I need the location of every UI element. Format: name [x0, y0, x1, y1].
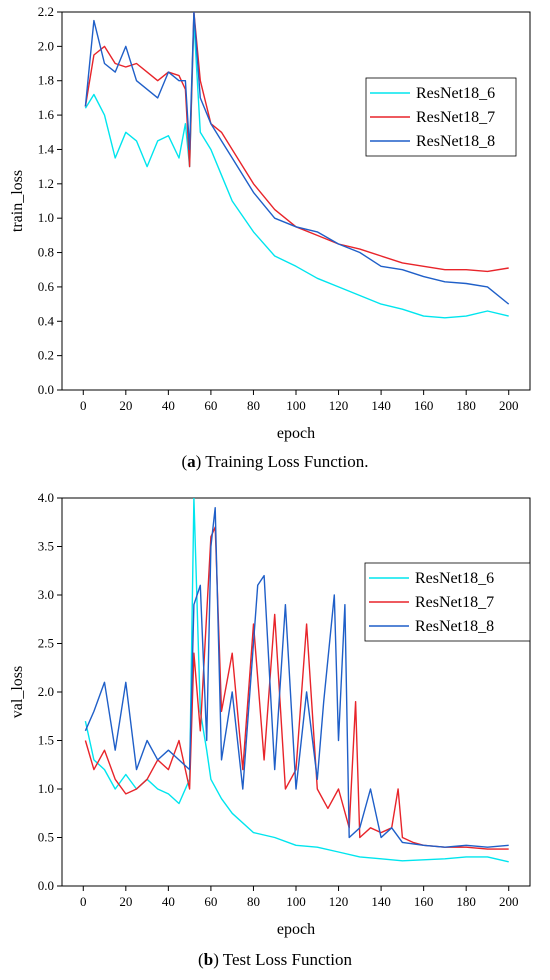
- series-line-resnet18-8: [84, 12, 510, 305]
- y-tick-label: 1.4: [38, 141, 55, 156]
- x-tick-label: 40: [162, 894, 175, 909]
- series-line-resnet18-7: [84, 526, 509, 850]
- legend-label: ResNet18_7: [416, 109, 495, 126]
- plot-frame: [61, 497, 531, 887]
- y-tick-label: 0.8: [38, 245, 54, 260]
- caption-b-text: Test Loss Function: [222, 950, 352, 969]
- x-tick-label: 180: [456, 894, 476, 909]
- y-tick-label: 1.0: [38, 781, 54, 796]
- x-axis-label: epoch: [277, 921, 315, 938]
- x-tick-label: 0: [80, 894, 87, 909]
- legend-label: ResNet18_7: [415, 594, 494, 611]
- caption-a-tag: a: [187, 452, 196, 471]
- caption-b-tag: b: [203, 950, 214, 969]
- y-tick-label: 2.2: [38, 4, 54, 19]
- series-line-resnet18-6: [84, 19, 509, 319]
- val-loss-chart: 0 20 40 60 80 100 120 140 160 180 200 0.0 0.5 1.0 1.5 2…: [9, 490, 531, 938]
- x-tick-label: 120: [329, 894, 349, 909]
- caption-a-text: Training Loss Function.: [205, 452, 369, 471]
- series-line-resnet18-8: [84, 507, 509, 848]
- y-tick-label: 0.5: [38, 830, 54, 845]
- legend-label: ResNet18_8: [415, 618, 494, 635]
- y-tick-label: 2.0: [38, 684, 54, 699]
- y-tick-label: 1.5: [38, 733, 54, 748]
- x-tick-label: 60: [204, 398, 217, 413]
- series-line-resnet18-6: [84, 498, 509, 863]
- x-tick-label: 160: [414, 894, 434, 909]
- y-tick-label: 2.5: [38, 636, 54, 651]
- x-tick-label: 80: [247, 894, 260, 909]
- y-tick-label: 1.8: [38, 73, 54, 88]
- x-tick-label: 100: [286, 398, 306, 413]
- legend-label: ResNet18_6: [416, 85, 495, 102]
- y-tick-label: 0.0: [38, 382, 54, 397]
- x-tick-label: 40: [162, 398, 175, 413]
- caption-b: (b) Test Loss Function: [198, 950, 352, 969]
- y-tick-label: 4.0: [38, 490, 54, 505]
- y-axis-label: val_loss: [9, 666, 26, 718]
- y-tick-label: 3.5: [38, 539, 54, 554]
- y-tick-label: 1.6: [38, 107, 55, 122]
- x-tick-label: 100: [286, 894, 306, 909]
- y-axis-label: train_loss: [9, 170, 26, 232]
- x-tick-label: 120: [329, 398, 349, 413]
- x-axis-label: epoch: [277, 425, 315, 442]
- series-line-resnet18-7: [84, 12, 509, 273]
- y-tick-label: 0.4: [38, 313, 55, 328]
- y-tick-label: 0.0: [38, 878, 54, 893]
- x-tick-label: 20: [119, 894, 132, 909]
- y-tick-label: 0.2: [38, 348, 54, 363]
- x-tick-label: 160: [414, 398, 434, 413]
- x-tick-label: 20: [119, 398, 132, 413]
- x-tick-label: 0: [80, 398, 87, 413]
- x-tick-label: 180: [456, 398, 476, 413]
- y-tick-label: 1.0: [38, 210, 54, 225]
- x-tick-label: 140: [371, 398, 391, 413]
- train-loss-chart: 0 20 40 60 80 100 120 140 160 180 200 0.0 0.2 0.4 0.6 0…: [9, 4, 531, 442]
- caption-a: (a) Training Loss Function.: [181, 452, 369, 471]
- x-tick-label: 80: [247, 398, 260, 413]
- y-tick-label: 0.6: [38, 279, 55, 294]
- y-tick-label: 2.0: [38, 38, 54, 53]
- x-tick-label: 200: [499, 894, 519, 909]
- x-tick-label: 140: [371, 894, 391, 909]
- y-tick-label: 3.0: [38, 587, 54, 602]
- x-tick-label: 200: [499, 398, 519, 413]
- legend-label: ResNet18_6: [415, 570, 494, 587]
- y-tick-label: 1.2: [38, 176, 54, 191]
- x-tick-label: 60: [204, 894, 217, 909]
- legend-label: ResNet18_8: [416, 133, 495, 150]
